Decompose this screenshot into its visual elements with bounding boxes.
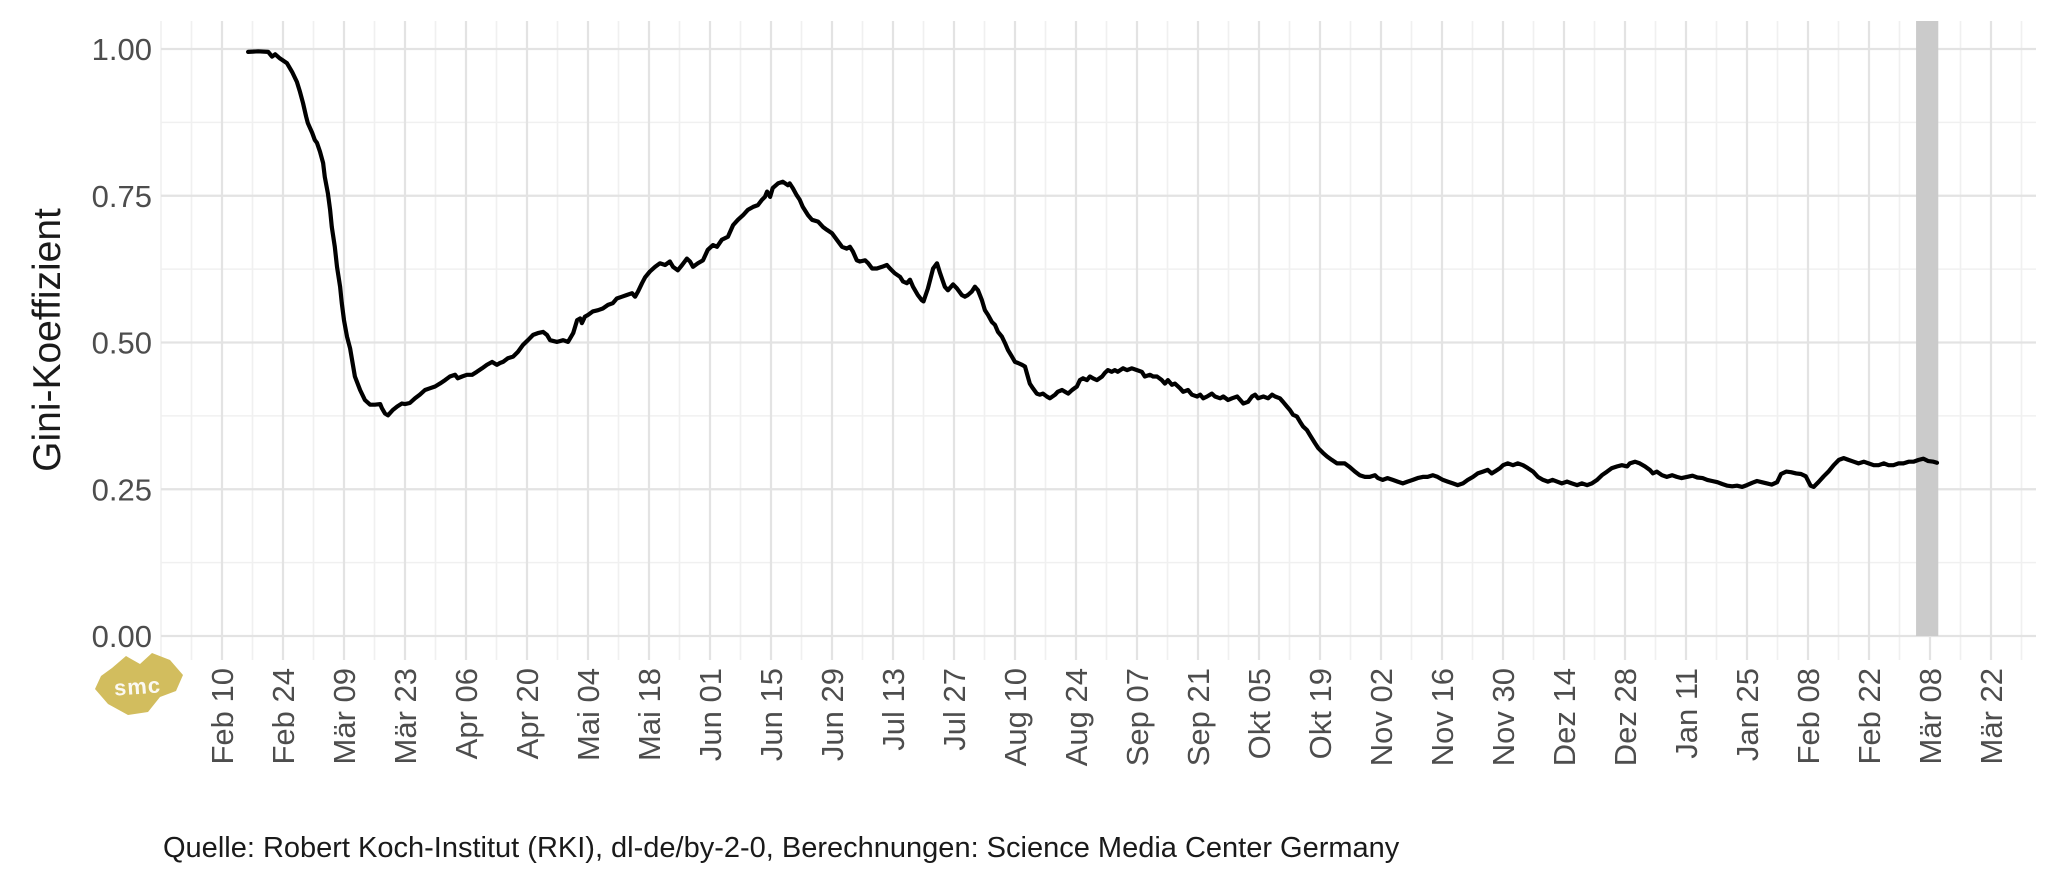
x-tick-label: Feb 22 <box>1852 668 1887 765</box>
x-tick-label: Jun 15 <box>754 668 789 761</box>
gridlines-minor <box>160 21 2036 660</box>
x-tick-label: Aug 24 <box>1059 668 1094 766</box>
y-axis-title: Gini-Koeffizient <box>26 208 69 472</box>
recent-data-highlight-band <box>1916 21 1939 636</box>
x-tick-label: Nov 16 <box>1425 668 1460 766</box>
x-tick-label: Nov 02 <box>1364 668 1399 766</box>
y-tick-label: 0.00 <box>92 619 152 654</box>
smc-logo: smc <box>95 653 183 715</box>
x-tick-label: Okt 05 <box>1242 668 1277 759</box>
y-tick-label: 0.75 <box>92 179 152 214</box>
x-tick-label: Jun 01 <box>693 668 728 761</box>
x-tick-label: Nov 30 <box>1486 668 1521 766</box>
x-tick-label: Mär 22 <box>1974 668 2009 764</box>
x-tick-label: Feb 10 <box>205 668 240 765</box>
y-tick-label: 0.25 <box>92 472 152 507</box>
x-tick-label: Sep 21 <box>1181 668 1216 766</box>
gridlines-major <box>161 21 2036 660</box>
x-axis-labels: Feb 10 Feb 24 Mär 09 Mär 23 Apr 06 Apr 20 Mai … <box>205 668 2009 766</box>
x-tick-label: Mai 18 <box>632 668 667 761</box>
x-tick-label: Dez 14 <box>1547 668 1582 766</box>
series-line <box>246 49 1940 489</box>
x-tick-label: Sep 07 <box>1120 668 1155 766</box>
smc-logo-text: smc <box>113 672 162 700</box>
x-tick-label: Jul 27 <box>937 668 972 751</box>
x-tick-label: Jan 11 <box>1669 668 1704 759</box>
x-tick-label: Aug 10 <box>998 668 1033 766</box>
y-tick-label: 1.00 <box>92 32 152 67</box>
x-tick-label: Mär 23 <box>388 668 423 764</box>
x-tick-label: Dez 28 <box>1608 668 1643 766</box>
x-tick-label: Apr 06 <box>449 668 484 759</box>
x-tick-label: Mär 08 <box>1913 668 1948 764</box>
data-line <box>246 49 1940 489</box>
x-tick-label: Feb 08 <box>1791 668 1826 765</box>
y-axis-labels: 0.00 0.25 0.50 0.75 1.00 <box>92 32 152 654</box>
x-tick-label: Jun 29 <box>815 668 850 761</box>
x-tick-label: Okt 19 <box>1303 668 1338 759</box>
x-tick-label: Mai 04 <box>571 668 606 761</box>
x-tick-label: Jan 25 <box>1730 668 1765 761</box>
smc-logo-blob <box>95 653 183 715</box>
x-tick-label: Jul 13 <box>876 668 911 751</box>
y-tick-label: 0.50 <box>92 326 152 361</box>
source-caption: Quelle: Robert Koch-Institut (RKI), dl-d… <box>163 832 1400 864</box>
x-tick-label: Feb 24 <box>266 668 301 765</box>
x-tick-label: Apr 20 <box>510 668 545 759</box>
x-tick-label: Mär 09 <box>327 668 362 764</box>
highlight-band <box>1916 21 1939 636</box>
